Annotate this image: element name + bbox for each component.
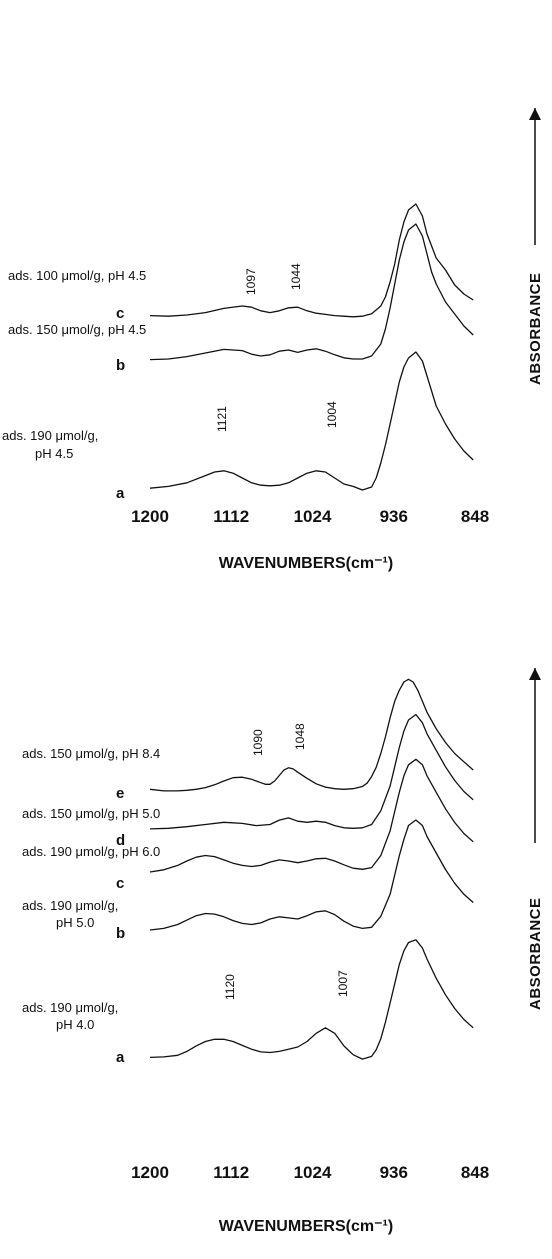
peak-label-1007: 1007 (336, 970, 350, 997)
series-label-c: ads. 100 μmol/g, pH 4.5 (8, 268, 146, 283)
spectrum-line-a (149, 351, 474, 491)
chart-top-svg: ads. 100 μmol/g, pH 4.5 c 1097 1044 ads. 150… (2, 108, 544, 572)
series-label-a: ads. 190 μmol/g, (22, 1000, 118, 1015)
peak-label-1004: 1004 (325, 401, 339, 428)
series-label-d: ads. 150 μmol/g, pH 5.0 (22, 806, 160, 821)
x-tick-label: 1200 (131, 507, 169, 526)
x-tick-label: 1024 (294, 1163, 332, 1182)
series-letter-c: c (116, 305, 124, 322)
spectrum-line-b (149, 819, 474, 931)
peak-label-1090: 1090 (251, 729, 265, 756)
spectrum-line-b (149, 223, 474, 361)
x-tick-label: 1112 (213, 1163, 249, 1182)
series-label-a: ads. 190 μmol/g, (2, 428, 98, 443)
peak-label-1121: 1121 (215, 406, 229, 432)
x-tick-label: 1024 (294, 507, 332, 526)
y-axis-label: ABSORBANCE (527, 272, 544, 385)
series-label-b: pH 5.0 (56, 915, 94, 930)
peak-label-1097: 1097 (244, 268, 258, 295)
series-label-b: ads. 150 μmol/g, pH 4.5 (8, 322, 146, 337)
x-tick-label: 936 (380, 1163, 408, 1182)
x-tick-label: 1112 (213, 507, 249, 526)
series-label-e: ads. 150 μmol/g, pH 8.4 (22, 746, 160, 761)
peak-label-1048: 1048 (293, 723, 307, 750)
spectrum-line-e (149, 678, 474, 792)
series-label-c: ads. 190 μmol/g, pH 6.0 (22, 844, 160, 859)
series-letter-b: b (116, 357, 125, 374)
y-axis-label: ABSORBANCE (527, 897, 544, 1010)
chart-top: ads. 100 μmol/g, pH 4.5 c 1097 1044 ads. 150… (0, 0, 552, 620)
absorbance-arrowhead (529, 668, 541, 680)
x-axis-unit: (cm⁻¹) (346, 1218, 394, 1235)
series-label-a: pH 4.0 (56, 1017, 94, 1032)
series-letter-a: a (116, 485, 125, 502)
spectrum-line-c (149, 203, 474, 318)
absorbance-arrowhead (529, 108, 541, 120)
x-axis-unit: (cm⁻¹) (346, 555, 394, 572)
series-letter-c: c (116, 875, 124, 892)
series-letter-d: d (116, 832, 125, 849)
chart-bottom-svg: ads. 150 μmol/g, pH 8.4 e 1090 1048 ads. 150… (22, 668, 544, 1235)
chart-bottom: ads. 150 μmol/g, pH 8.4 e 1090 1048 ads. 150… (0, 620, 552, 1254)
x-axis-label: WAVENUMBERS(cm⁻¹) (219, 1218, 393, 1235)
series-letter-b: b (116, 925, 125, 942)
x-axis-label: WAVENUMBERS(cm⁻¹) (219, 555, 393, 572)
x-tick-label: 936 (380, 507, 408, 526)
x-tick-label: 848 (461, 1163, 489, 1182)
series-label-a: pH 4.5 (35, 446, 73, 461)
series-label-b: ads. 190 μmol/g, (22, 898, 118, 913)
peak-label-1044: 1044 (289, 263, 303, 290)
spectrum-line-a (149, 939, 474, 1060)
spectrum-line-d (149, 713, 474, 830)
peak-label-1120: 1120 (223, 974, 237, 1000)
spectrum-line-c (149, 758, 474, 873)
x-tick-label: 1200 (131, 1163, 169, 1182)
series-letter-a: a (116, 1049, 125, 1066)
series-letter-e: e (116, 785, 124, 802)
x-tick-label: 848 (461, 507, 489, 526)
